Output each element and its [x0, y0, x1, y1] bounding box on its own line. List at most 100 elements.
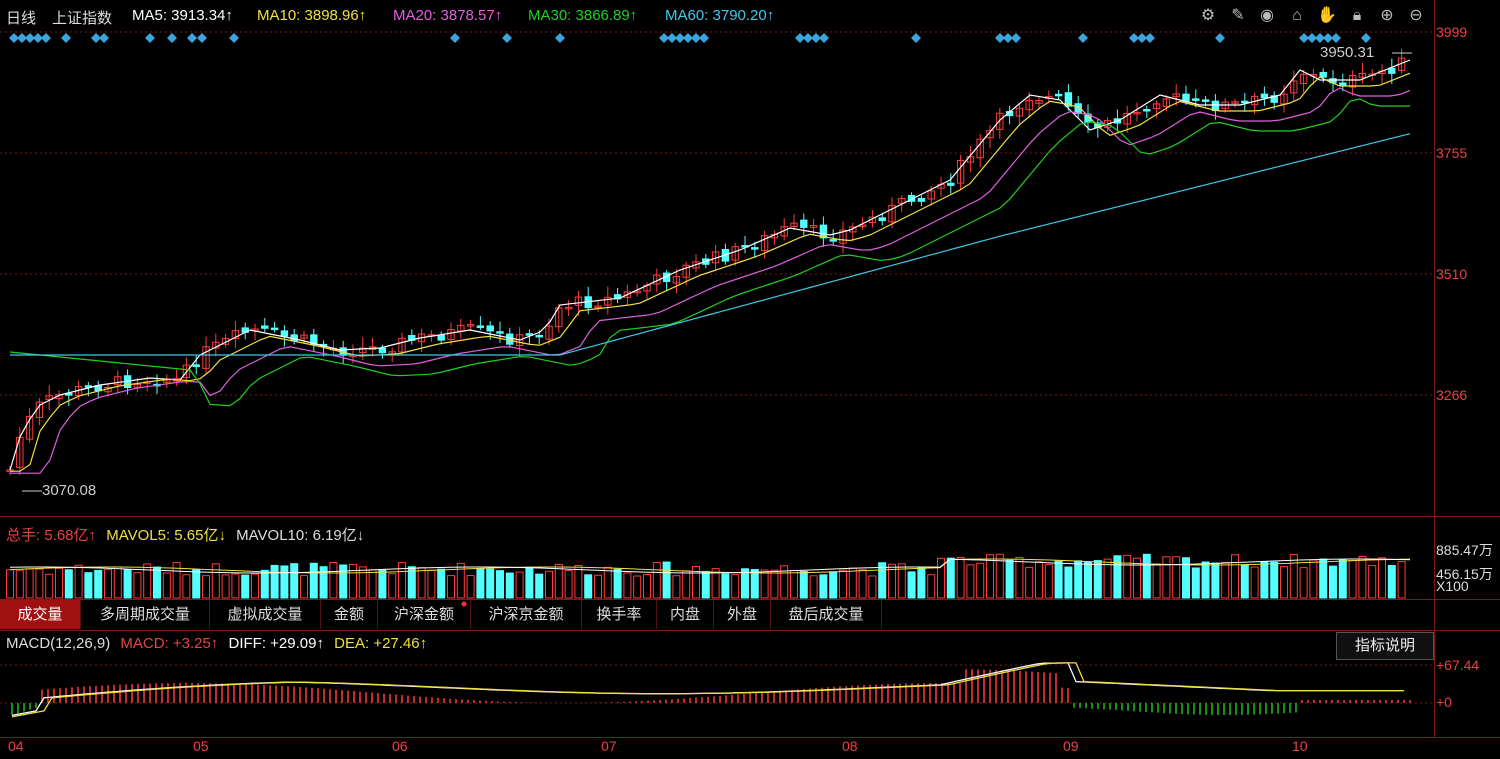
axis-divider — [1434, 0, 1435, 738]
volume-bar — [790, 569, 798, 599]
period-label[interactable]: 日线 — [6, 10, 37, 27]
kline-chart[interactable] — [0, 0, 1434, 737]
tab-sh-sz-amount[interactable]: 沪深金额 — [378, 600, 471, 629]
volume-bar — [104, 569, 112, 599]
signal-diamond-icon — [1215, 33, 1225, 43]
volume-bar — [329, 561, 338, 599]
signal-diamond-icon — [803, 33, 813, 43]
eye-icon[interactable]: ◉ — [1260, 7, 1274, 24]
signal-diamond-icon — [9, 33, 19, 43]
tab-virtual-volume[interactable]: 虚拟成交量 — [210, 600, 321, 629]
volume-bar — [447, 575, 455, 599]
volume-bar — [84, 572, 93, 599]
candle-body — [888, 204, 896, 223]
tab-amount[interactable]: 金额 — [321, 600, 378, 629]
pen-icon[interactable]: ✎ — [1231, 7, 1245, 24]
volume-bar — [388, 573, 397, 599]
tab-volume[interactable]: 成交量 — [0, 600, 81, 629]
zoom-out-icon[interactable]: ⊖ — [1409, 7, 1423, 24]
volume-bar — [564, 570, 573, 599]
volume-bar — [1211, 562, 1220, 599]
candle-body — [221, 337, 230, 345]
volume-bar — [486, 568, 495, 599]
candle-body — [907, 194, 916, 202]
candle-body — [731, 246, 739, 261]
ma20-line — [10, 87, 1411, 474]
volume-bar — [45, 573, 54, 599]
candle-body — [1192, 98, 1200, 101]
candle-body — [604, 296, 612, 306]
diff-value: DIFF: +29.09↑ — [228, 635, 324, 652]
signal-diamond-icon — [1137, 33, 1147, 43]
volume-bar — [976, 562, 985, 599]
signal-diamond-icon — [25, 33, 35, 43]
volume-bar — [378, 568, 387, 599]
camera-icon[interactable]: ⌂ — [1292, 7, 1302, 24]
tab-turnover[interactable]: 换手率 — [582, 600, 657, 629]
candle-body — [1388, 67, 1396, 74]
tab-multi-period-volume[interactable]: 多周期成交量 — [81, 600, 210, 629]
volume-bar — [878, 562, 887, 599]
volume-bar — [594, 574, 602, 599]
signal-diamond-icon — [995, 33, 1005, 43]
volume-bar — [221, 574, 230, 599]
volume-bar — [1329, 565, 1337, 599]
signal-diamond-icon — [819, 33, 829, 43]
volume-bar — [398, 562, 406, 599]
candle-body — [790, 222, 798, 227]
volume-bar — [770, 569, 779, 599]
macd-value: MACD: +3.25↑ — [120, 635, 219, 652]
candle-body — [1054, 93, 1063, 97]
volume-bar — [466, 575, 475, 599]
tab-outer[interactable]: 外盘 — [714, 600, 771, 629]
candle-body — [398, 337, 406, 353]
volume-bar — [535, 573, 544, 599]
tab-sh-sz-bj-amount[interactable]: 沪深京金额 — [471, 600, 582, 629]
candle-body — [917, 197, 926, 202]
signal-diamond-icon — [61, 33, 71, 43]
volume-bar — [1260, 561, 1269, 599]
candle-body — [898, 197, 906, 204]
signal-diamond-icon — [659, 33, 669, 43]
signal-diamond-icon — [99, 33, 109, 43]
volume-bar — [339, 564, 348, 599]
lock-icon[interactable]: 🔒︎ — [1352, 7, 1362, 24]
signal-diamond-icon — [667, 33, 677, 43]
volume-bar — [456, 562, 465, 599]
volume-bar — [270, 564, 279, 599]
volume-bar — [1309, 559, 1318, 599]
volume-bar — [986, 554, 994, 599]
volume-bar — [917, 567, 926, 599]
volume-bar — [1368, 565, 1377, 599]
volume-bar — [858, 569, 867, 599]
signal-diamond-icon — [555, 33, 565, 43]
signal-diamond-icon — [1307, 33, 1317, 43]
volume-bar — [437, 568, 446, 599]
volume-bar — [1035, 561, 1043, 599]
volume-bar — [231, 573, 240, 599]
volume-bar — [1142, 553, 1151, 599]
tab-after-hours-volume[interactable]: 盘后成交量 — [771, 600, 882, 629]
signal-diamond-icon — [1129, 33, 1139, 43]
price-tick: 3755 — [1436, 145, 1468, 161]
indicator-explain-button[interactable]: 指标说明 — [1336, 632, 1434, 660]
signal-diamond-icon — [229, 33, 239, 43]
volume-bar — [750, 568, 759, 599]
volume-bar — [525, 566, 534, 599]
volume-bar — [966, 564, 975, 599]
month-label: 05 — [193, 738, 209, 754]
volume-bar — [6, 569, 14, 599]
volume-axis-top: 885.47万 — [1436, 542, 1493, 558]
gear-icon[interactable]: ⚙ — [1200, 7, 1216, 24]
candle-body — [359, 347, 367, 354]
volume-bar — [741, 568, 749, 599]
zoom-in-icon[interactable]: ⊕ — [1380, 7, 1394, 24]
candle-body — [300, 334, 308, 339]
candle-body — [623, 291, 632, 298]
volume-ma-line — [9, 558, 1411, 574]
hand-icon[interactable]: ✋ — [1317, 7, 1337, 24]
tab-inner[interactable]: 内盘 — [657, 600, 714, 629]
candle-body — [1064, 92, 1073, 107]
candle-body — [809, 225, 818, 228]
high-marker-line — [1392, 52, 1412, 54]
